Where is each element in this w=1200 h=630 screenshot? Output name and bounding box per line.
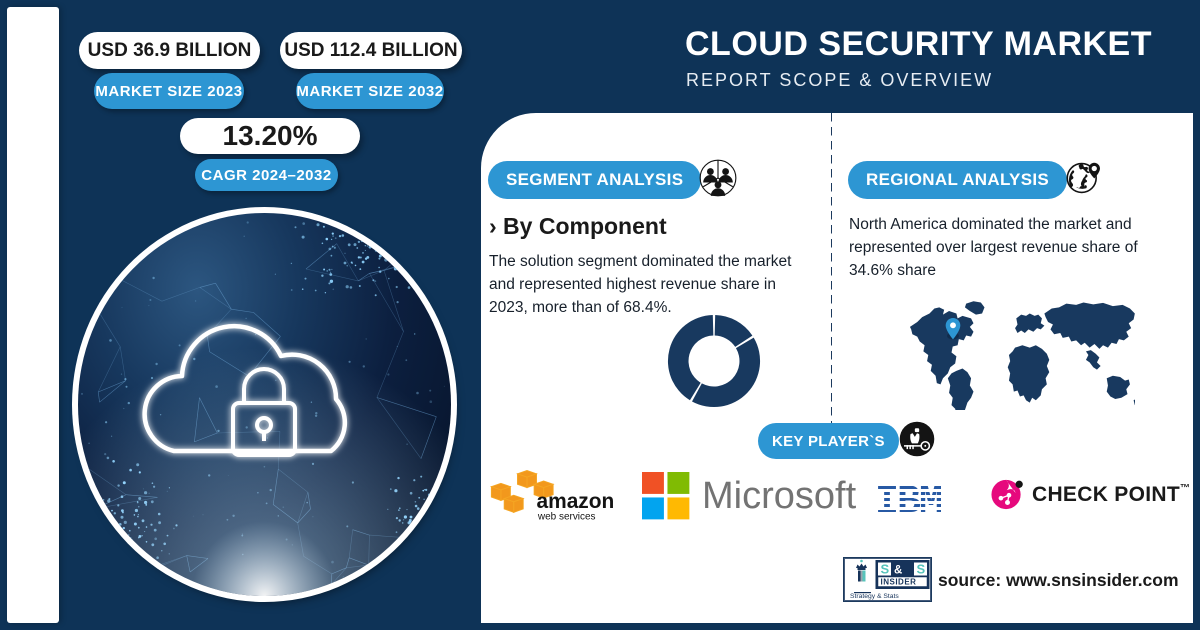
svg-text:amazon: amazon [537, 490, 615, 513]
svg-text:Strategy & Stats: Strategy & Stats [850, 593, 899, 600]
svg-text:web services: web services [537, 511, 596, 522]
svg-text:&: & [894, 565, 902, 577]
svg-text:INSIDER: INSIDER [881, 578, 917, 587]
svg-text:S: S [917, 562, 926, 577]
svg-text:S: S [881, 562, 890, 577]
